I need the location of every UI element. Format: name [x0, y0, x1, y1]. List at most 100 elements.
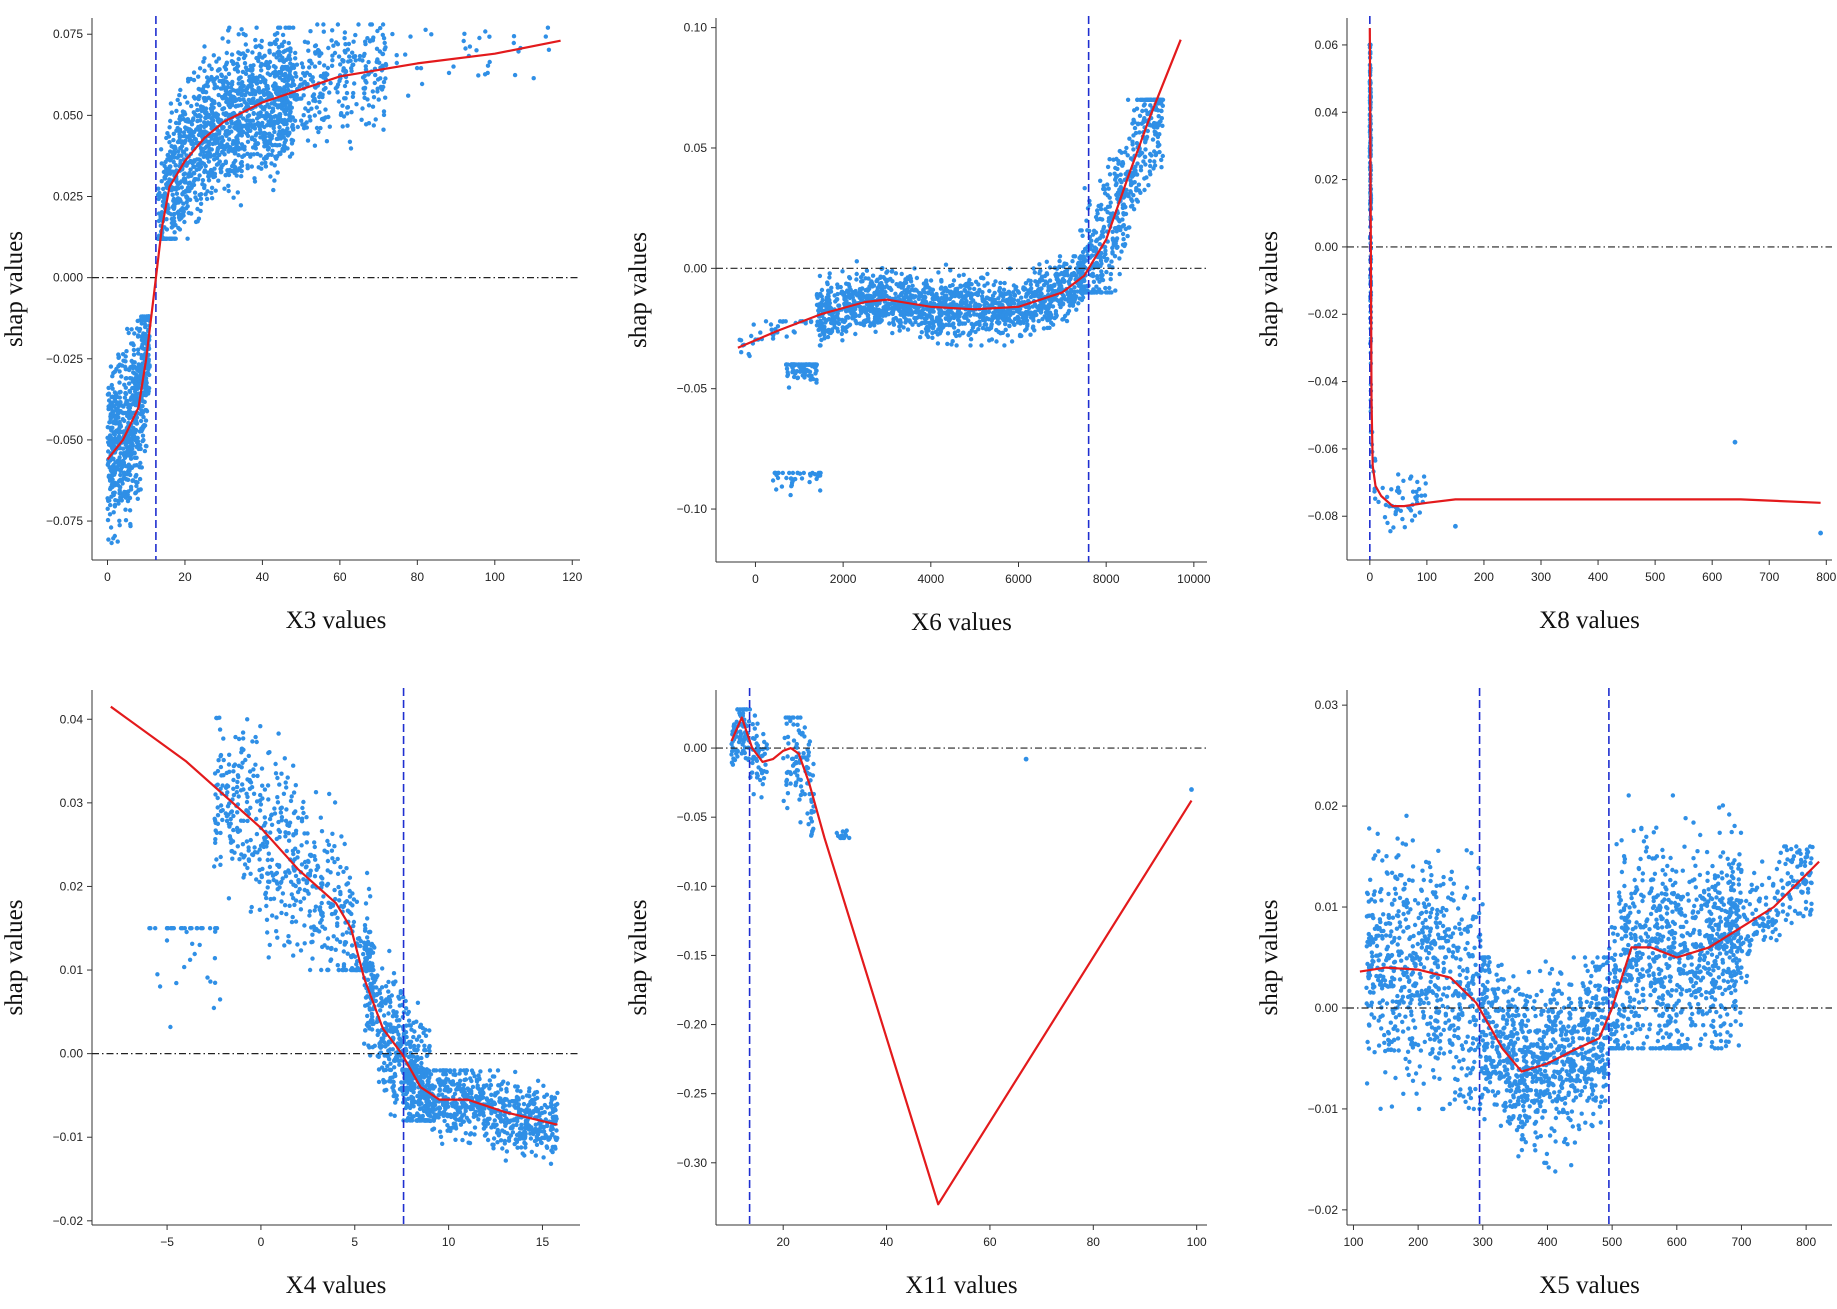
data-point: [193, 195, 198, 200]
data-point: [366, 59, 371, 65]
data-point: [1057, 258, 1062, 264]
data-point: [511, 40, 516, 46]
data-point: [271, 125, 276, 131]
data-point: [1106, 186, 1111, 191]
data-point: [199, 106, 204, 112]
data-point: [1053, 309, 1059, 314]
data-point: [189, 103, 194, 109]
data-point: [360, 58, 365, 63]
data-point: [1098, 255, 1103, 260]
data-point: [117, 369, 122, 374]
data-point: [1131, 207, 1137, 212]
data-point: [216, 92, 221, 98]
data-point: [220, 126, 225, 131]
data-point: [312, 113, 317, 118]
data-point: [272, 32, 278, 37]
data-point: [184, 147, 189, 152]
data-point: [241, 153, 247, 158]
data-point: [1041, 326, 1047, 331]
data-point: [889, 287, 894, 293]
data-point: [122, 395, 128, 400]
data-point: [134, 421, 139, 426]
data-point: [873, 307, 879, 312]
data-point: [1158, 101, 1164, 106]
data-point: [1070, 259, 1075, 264]
data-point: [1108, 200, 1113, 205]
data-point: [768, 322, 774, 327]
data-point: [181, 210, 186, 215]
data-point: [342, 30, 348, 35]
data-point: [897, 328, 902, 333]
data-point: [280, 32, 286, 38]
data-point: [967, 303, 972, 308]
data-point: [957, 314, 962, 319]
data-point: [1094, 238, 1099, 244]
data-point: [1142, 102, 1147, 107]
data-point: [232, 146, 237, 152]
data-point: [281, 131, 287, 136]
data-point: [172, 205, 177, 210]
data-point: [362, 95, 367, 101]
data-point: [864, 268, 870, 273]
data-point: [1121, 223, 1127, 228]
data-point: [160, 199, 166, 204]
data-point: [126, 330, 131, 336]
data-point: [309, 61, 314, 66]
data-point: [262, 53, 267, 58]
data-point: [770, 336, 776, 341]
data-point: [273, 82, 278, 87]
data-point: [158, 147, 164, 152]
data-point: [128, 523, 133, 529]
data-point: [217, 152, 222, 158]
data-point: [224, 79, 229, 85]
data-point: [846, 315, 851, 320]
data-point: [1388, 529, 1393, 534]
data-point: [1029, 311, 1034, 316]
data-point: [126, 402, 131, 407]
data-point: [211, 118, 216, 123]
data-point: [1013, 286, 1018, 292]
data-point: [919, 293, 924, 299]
data-point: [376, 97, 381, 102]
data-point: [163, 159, 168, 165]
data-point: [141, 355, 146, 360]
data-point: [1071, 254, 1076, 259]
data-point: [127, 436, 132, 441]
data-point: [206, 178, 212, 183]
data-point: [130, 379, 135, 384]
data-point: [178, 158, 183, 164]
data-point: [1100, 229, 1105, 234]
data-point: [261, 156, 267, 161]
data-point: [124, 439, 130, 444]
data-point: [1401, 478, 1406, 483]
data-point: [108, 364, 114, 369]
data-point: [263, 116, 268, 121]
data-point: [127, 389, 133, 394]
data-point: [362, 91, 367, 96]
data-point: [485, 63, 491, 68]
data-point: [342, 36, 347, 41]
x-tick-label: 0: [104, 570, 111, 584]
data-point: [310, 94, 315, 99]
data-point: [286, 25, 291, 30]
data-point: [1134, 172, 1140, 177]
data-point: [977, 287, 982, 293]
data-point: [906, 304, 911, 309]
data-point: [976, 282, 981, 287]
data-point: [353, 32, 358, 38]
data-point: [999, 291, 1004, 296]
data-point: [970, 325, 976, 330]
data-point: [272, 163, 277, 168]
data-point: [893, 271, 899, 276]
data-point: [222, 186, 227, 191]
data-point: [167, 140, 172, 145]
data-point: [260, 78, 266, 83]
data-point: [220, 107, 225, 112]
data-point: [321, 22, 326, 27]
y-tick-label: −0.10: [677, 502, 708, 516]
data-point: [342, 83, 348, 89]
data-point: [202, 168, 208, 173]
data-point: [202, 183, 207, 188]
data-point: [257, 43, 262, 48]
data-point: [874, 289, 880, 294]
